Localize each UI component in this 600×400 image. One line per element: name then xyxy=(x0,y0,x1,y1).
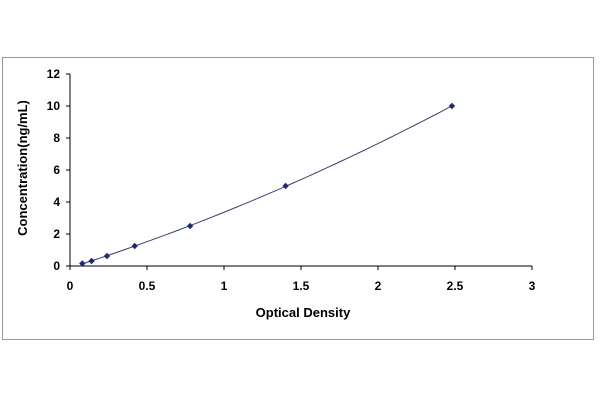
chart-frame xyxy=(2,57,594,340)
y-axis-title: Concentration(ng/mL) xyxy=(15,100,30,236)
data-points xyxy=(79,102,456,267)
y-tick-label: 0 xyxy=(53,259,60,273)
data-point xyxy=(88,257,95,265)
x-tick-label: 2.5 xyxy=(447,279,464,293)
x-tick-label: 1.5 xyxy=(293,279,310,293)
y-tick-label: 2 xyxy=(53,227,60,241)
x-tick-label: 0 xyxy=(67,279,74,293)
x-tick-label: 1 xyxy=(221,279,228,293)
data-point xyxy=(103,252,111,260)
y-tick-label: 4 xyxy=(53,195,60,209)
data-point xyxy=(282,182,289,190)
y-tick-label: 12 xyxy=(47,67,61,81)
x-axis-title: Optical Density xyxy=(256,305,351,320)
data-point xyxy=(131,242,138,250)
x-tick-label: 3 xyxy=(529,279,536,293)
x-tick-label: 2 xyxy=(375,279,382,293)
fit-curve xyxy=(82,105,453,265)
y-tick-label: 6 xyxy=(53,163,60,177)
y-tick-label: 8 xyxy=(53,131,60,145)
data-point xyxy=(186,222,194,230)
x-axis-ticks: 0 0.5 1 1.5 2 2.5 3 xyxy=(67,266,536,293)
data-point xyxy=(79,260,86,267)
data-point xyxy=(448,102,456,110)
y-tick-label: 10 xyxy=(47,99,61,113)
y-axis-ticks: 0 2 4 6 8 10 12 xyxy=(47,67,70,273)
x-tick-label: 0.5 xyxy=(139,279,156,293)
